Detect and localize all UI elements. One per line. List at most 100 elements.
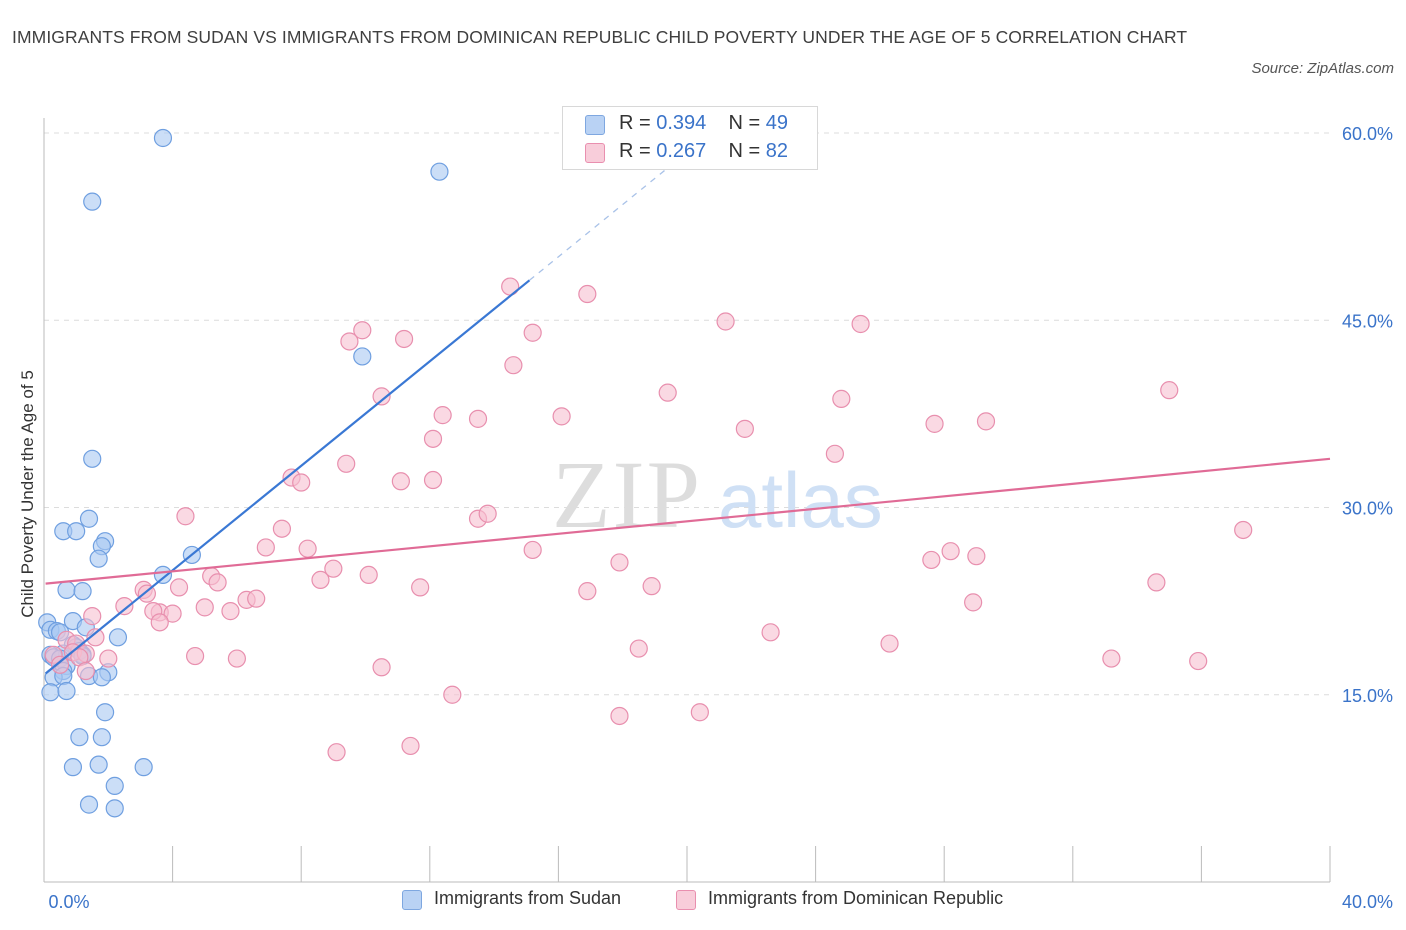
- r-value-sudan: 0.394: [656, 112, 707, 134]
- data-point: [394, 329, 414, 349]
- data-point: [57, 580, 76, 599]
- data-point: [83, 449, 102, 468]
- data-point: [99, 649, 118, 668]
- n-value-dominican: 82: [765, 140, 789, 162]
- data-point: [423, 470, 443, 490]
- y-tick-label: 30.0%: [1342, 499, 1393, 519]
- r-value-dominican: 0.267: [656, 140, 707, 162]
- data-point: [925, 414, 944, 433]
- data-point: [41, 683, 60, 702]
- r-label: R =: [619, 140, 651, 162]
- data-point: [1189, 651, 1208, 671]
- data-point: [629, 639, 648, 658]
- bottom-legend-label-sudan: Immigrants from Sudan: [434, 888, 622, 908]
- data-point: [401, 736, 420, 756]
- data-point: [825, 444, 844, 463]
- data-point: [221, 602, 240, 621]
- data-point: [105, 799, 124, 818]
- y-tick-label: 15.0%: [1342, 686, 1393, 706]
- trendline-dominican: [45, 457, 1331, 585]
- correlation-legend: R = 0.394 N = 49 R = 0.267 N = 82: [562, 106, 818, 170]
- data-point: [83, 192, 102, 211]
- data-point: [468, 409, 488, 428]
- data-point: [337, 454, 356, 473]
- data-point: [941, 542, 960, 561]
- data-point: [163, 604, 182, 623]
- n-label: N =: [728, 140, 761, 162]
- data-point: [272, 519, 292, 538]
- trendline-extension-sudan: [529, 167, 669, 281]
- points: [38, 128, 1253, 818]
- data-point: [105, 776, 124, 795]
- data-point: [73, 582, 92, 601]
- x-tick-label: 0.0%: [48, 892, 89, 912]
- x-tick-label: 40.0%: [1342, 892, 1393, 912]
- data-point: [208, 573, 227, 592]
- data-point: [359, 565, 378, 585]
- data-point: [150, 613, 169, 632]
- data-point: [832, 389, 851, 408]
- watermark-atlas: atlas: [718, 456, 883, 544]
- data-point: [433, 406, 452, 425]
- data-point: [76, 661, 95, 681]
- data-point: [86, 628, 105, 647]
- axes: [43, 118, 1331, 883]
- y-tick-label: 60.0%: [1342, 124, 1393, 144]
- y-axis-label: Child Poverty Under the Age of 5: [18, 370, 37, 618]
- legend-swatch-dominican: [585, 143, 605, 163]
- data-point: [89, 755, 108, 774]
- data-point: [176, 507, 195, 526]
- chart-title: IMMIGRANTS FROM SUDAN VS IMMIGRANTS FROM…: [12, 27, 1188, 47]
- data-point: [761, 623, 780, 642]
- data-point: [1147, 573, 1166, 592]
- trendlines: [44, 167, 1331, 675]
- data-point: [851, 314, 870, 334]
- data-point: [610, 706, 629, 726]
- data-point: [340, 332, 359, 351]
- data-point: [353, 321, 372, 340]
- data-point: [716, 312, 735, 331]
- data-point: [504, 356, 523, 375]
- data-point: [95, 703, 115, 722]
- data-point: [967, 547, 986, 566]
- data-point: [247, 589, 266, 608]
- data-point: [92, 728, 111, 747]
- data-point: [153, 565, 173, 585]
- data-point: [964, 593, 983, 612]
- data-point: [391, 472, 410, 491]
- n-label: N =: [728, 112, 761, 134]
- data-point: [658, 383, 677, 402]
- data-point: [298, 539, 317, 558]
- data-point: [327, 743, 346, 762]
- data-point: [880, 634, 899, 653]
- data-point: [50, 655, 70, 674]
- data-point: [478, 504, 497, 523]
- data-point: [610, 553, 629, 572]
- y-tick-label: 45.0%: [1342, 311, 1393, 331]
- data-point: [353, 347, 372, 366]
- data-point: [523, 323, 542, 342]
- data-point: [108, 628, 128, 647]
- data-point: [92, 668, 111, 687]
- data-point: [1102, 649, 1121, 668]
- data-point: [153, 128, 173, 148]
- series-sudan: [38, 128, 449, 818]
- data-point: [1234, 520, 1253, 540]
- series-dominican: [44, 277, 1253, 762]
- data-point: [134, 758, 153, 777]
- data-point: [430, 162, 449, 181]
- data-point: [372, 387, 391, 406]
- data-point: [523, 540, 542, 560]
- data-point: [57, 681, 76, 701]
- data-point: [89, 549, 108, 568]
- data-point: [642, 577, 661, 596]
- data-point: [922, 550, 941, 570]
- data-point: [372, 658, 391, 677]
- watermark: ZIP atlas: [552, 441, 883, 548]
- data-point: [83, 607, 102, 626]
- data-point: [735, 419, 754, 438]
- data-point: [292, 473, 311, 492]
- bottom-legend-swatch-sudan: [402, 890, 422, 910]
- data-point: [411, 578, 430, 597]
